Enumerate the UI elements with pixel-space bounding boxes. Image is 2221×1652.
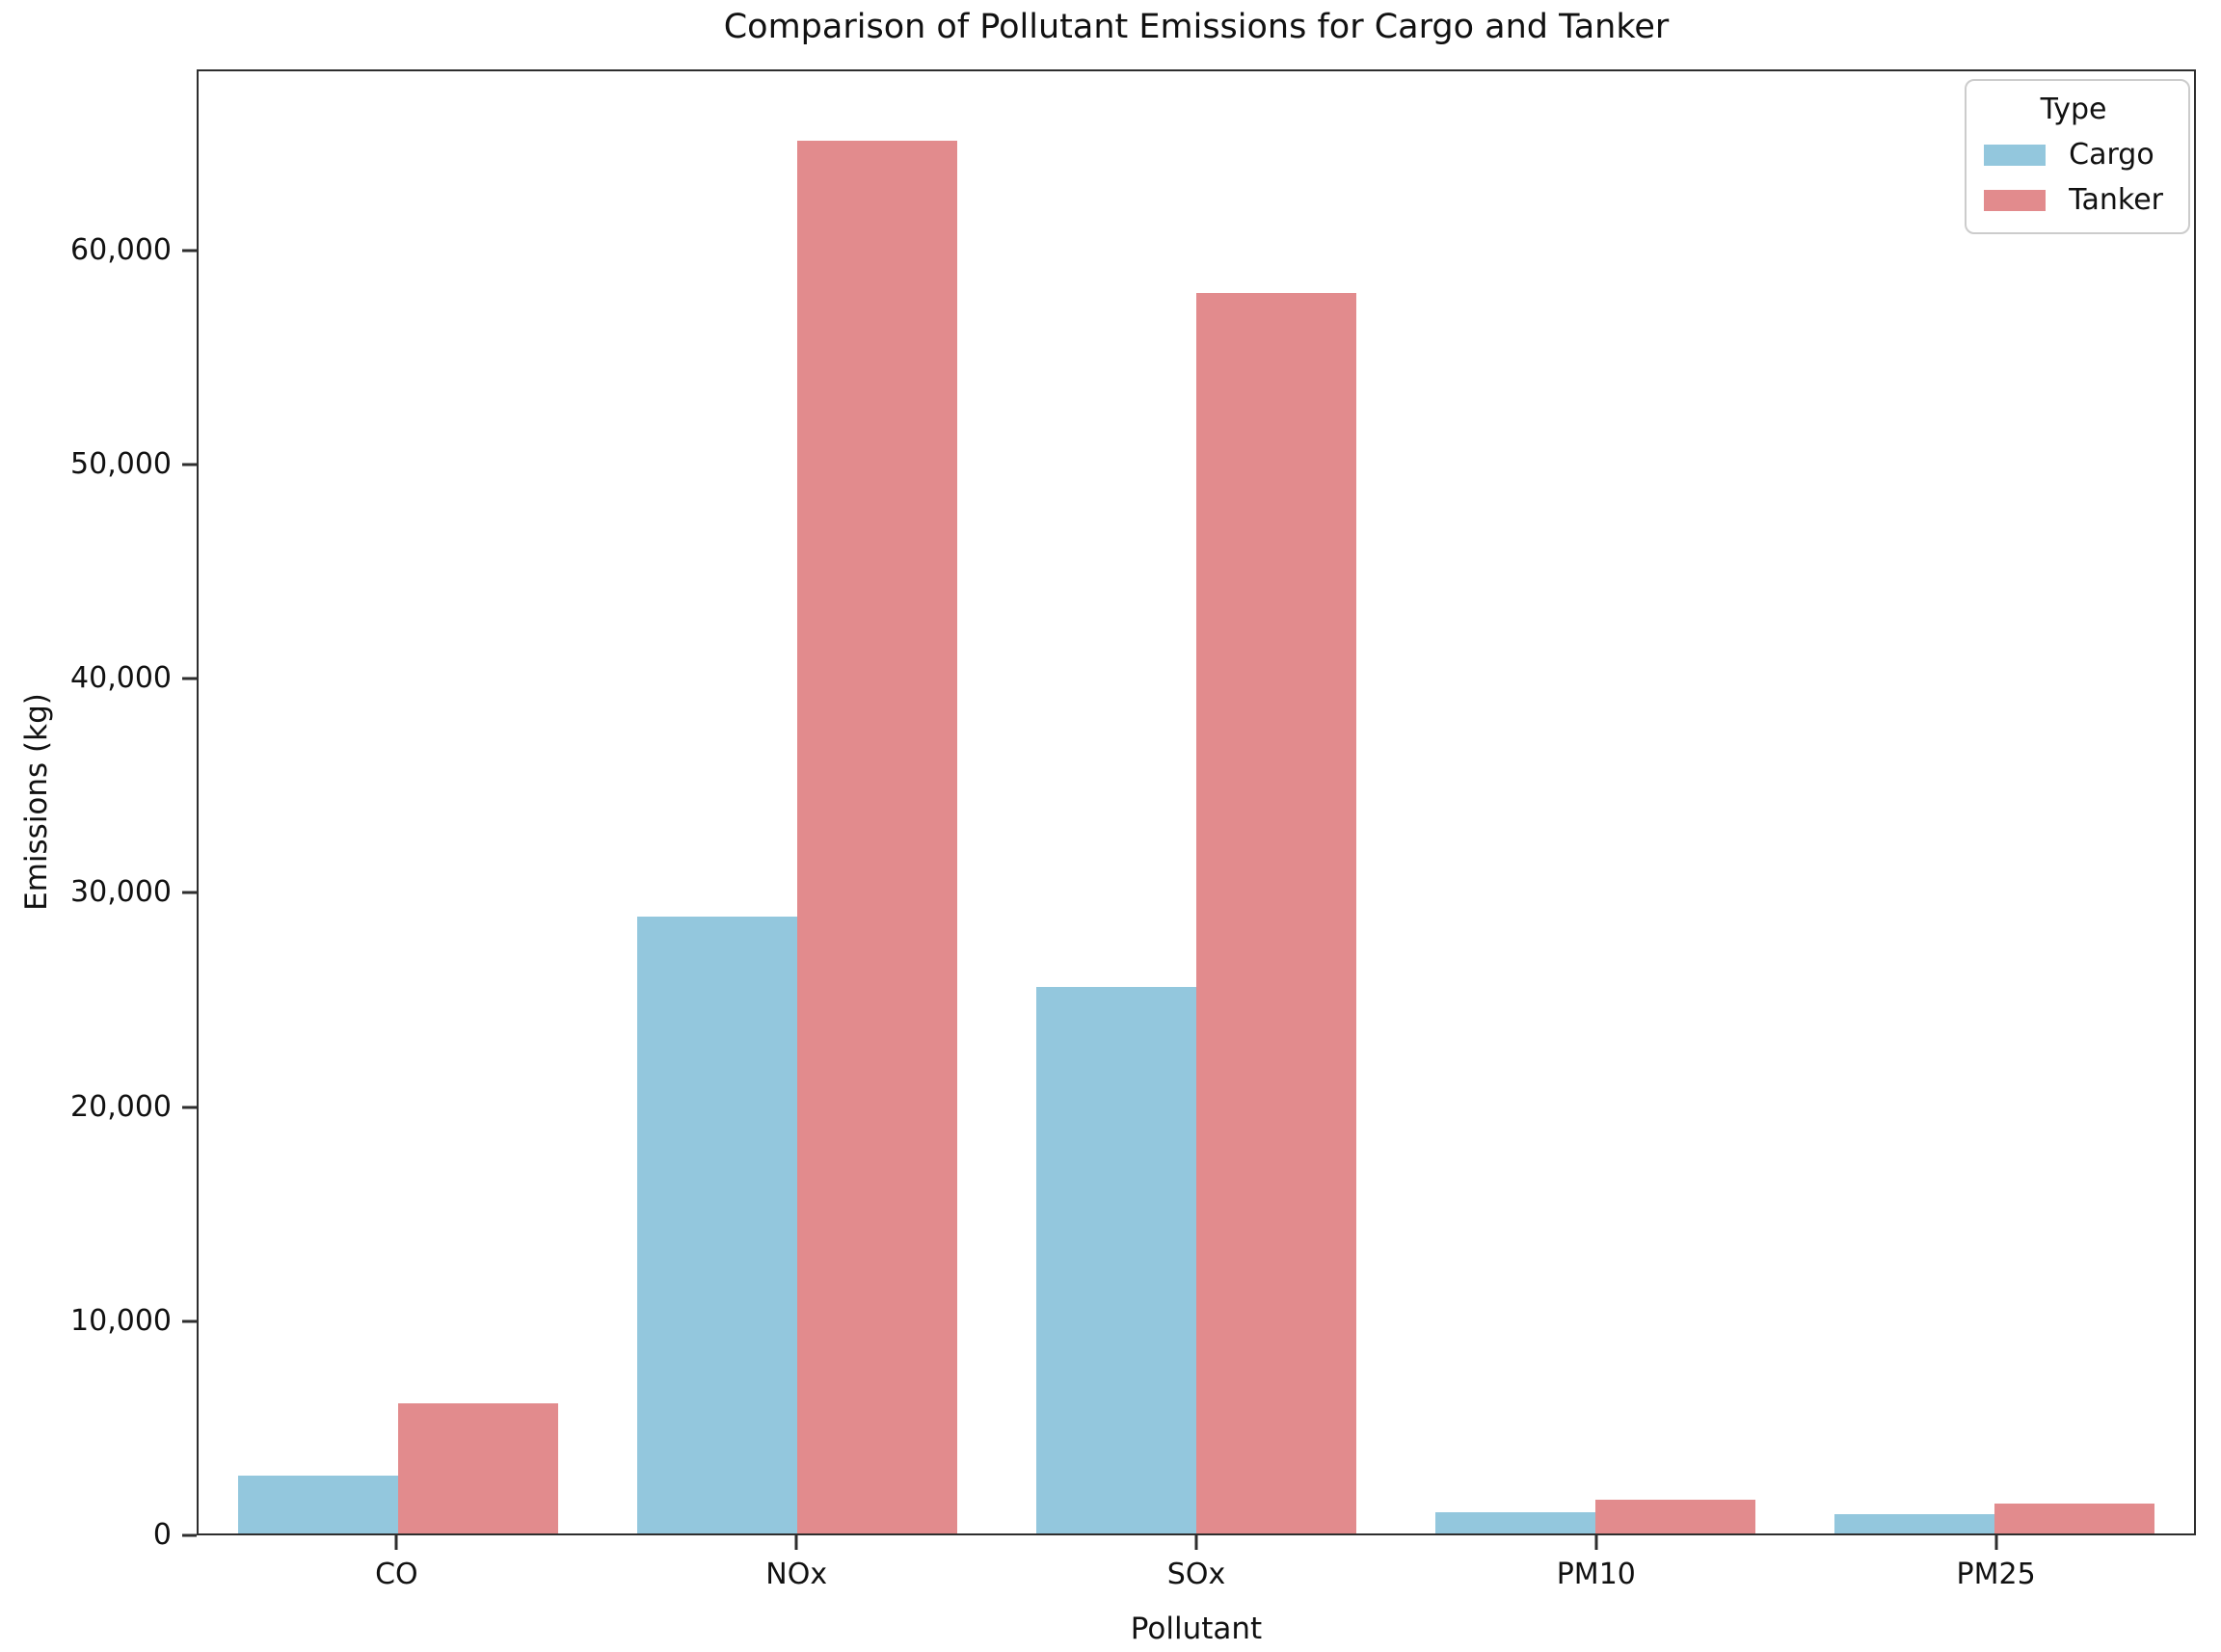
bar-group-pm25: [1795, 71, 2194, 1533]
y-tick-mark: [182, 1319, 197, 1323]
legend-entry-cargo: Cargo: [1984, 138, 2163, 172]
y-tick-label: 30,000: [70, 875, 172, 910]
y-tick-mark: [182, 1533, 197, 1537]
y-tick-label: 10,000: [70, 1303, 172, 1338]
legend-patch-cargo-icon: [1984, 144, 2047, 166]
bar-cargo-co: [238, 1476, 398, 1533]
y-tick-label: 0: [152, 1518, 172, 1552]
x-tick-mark: [1194, 1535, 1198, 1550]
bar-tanker-pm25: [1994, 1503, 2154, 1533]
chart-title: Comparison of Pollutant Emissions for Ca…: [723, 8, 1670, 46]
x-tick-label: PM25: [1956, 1558, 2036, 1591]
y-tick-mark: [182, 463, 197, 466]
x-tick-label: SOx: [1166, 1558, 1226, 1591]
bar-cargo-pm25: [1834, 1514, 1994, 1533]
bar-cargo-nox: [637, 916, 797, 1533]
bar-tanker-co: [398, 1402, 558, 1533]
x-tick-label: PM10: [1556, 1558, 1636, 1591]
legend-label-cargo: Cargo: [2069, 138, 2154, 172]
legend-patch-tanker-icon: [1984, 189, 2047, 211]
y-tick-mark: [182, 1106, 197, 1109]
y-tick-mark: [182, 891, 197, 894]
plot-area: [197, 69, 2196, 1535]
bar-group-pm10: [1396, 71, 1795, 1533]
legend-entry-tanker: Tanker: [1984, 183, 2163, 217]
y-tick-label: 60,000: [70, 232, 172, 267]
bar-group-co: [199, 71, 598, 1533]
x-tick-mark: [394, 1535, 398, 1550]
bar-cargo-pm10: [1435, 1511, 1595, 1533]
bar-tanker-nox: [797, 141, 957, 1533]
legend-label-tanker: Tanker: [2069, 183, 2163, 217]
x-tick-mark: [1994, 1535, 1998, 1550]
x-axis-label: Pollutant: [1130, 1612, 1263, 1646]
bar-tanker-pm10: [1595, 1499, 1755, 1533]
x-tick-mark: [1594, 1535, 1598, 1550]
y-tick-label: 20,000: [70, 1089, 172, 1124]
legend: Type Cargo Tanker: [1965, 79, 2190, 234]
bar-group-nox: [598, 71, 997, 1533]
x-axis: CO NOx SOx PM10 PM25: [197, 1535, 2196, 1641]
y-tick-label: 40,000: [70, 661, 172, 696]
y-axis: 0 10,000 20,000 30,000 40,000 50,000 60,000: [0, 69, 197, 1550]
y-tick-label: 50,000: [70, 447, 172, 482]
bar-cargo-sox: [1036, 986, 1196, 1533]
bar-group-sox: [997, 71, 1396, 1533]
bar-groups: [199, 71, 2194, 1533]
y-tick-mark: [182, 249, 197, 253]
x-tick-label: NOx: [765, 1558, 828, 1591]
x-tick-mark: [794, 1535, 798, 1550]
bar-tanker-sox: [1196, 292, 1356, 1533]
y-tick-mark: [182, 677, 197, 680]
x-tick-label: CO: [375, 1558, 418, 1591]
legend-title: Type: [2040, 93, 2107, 126]
